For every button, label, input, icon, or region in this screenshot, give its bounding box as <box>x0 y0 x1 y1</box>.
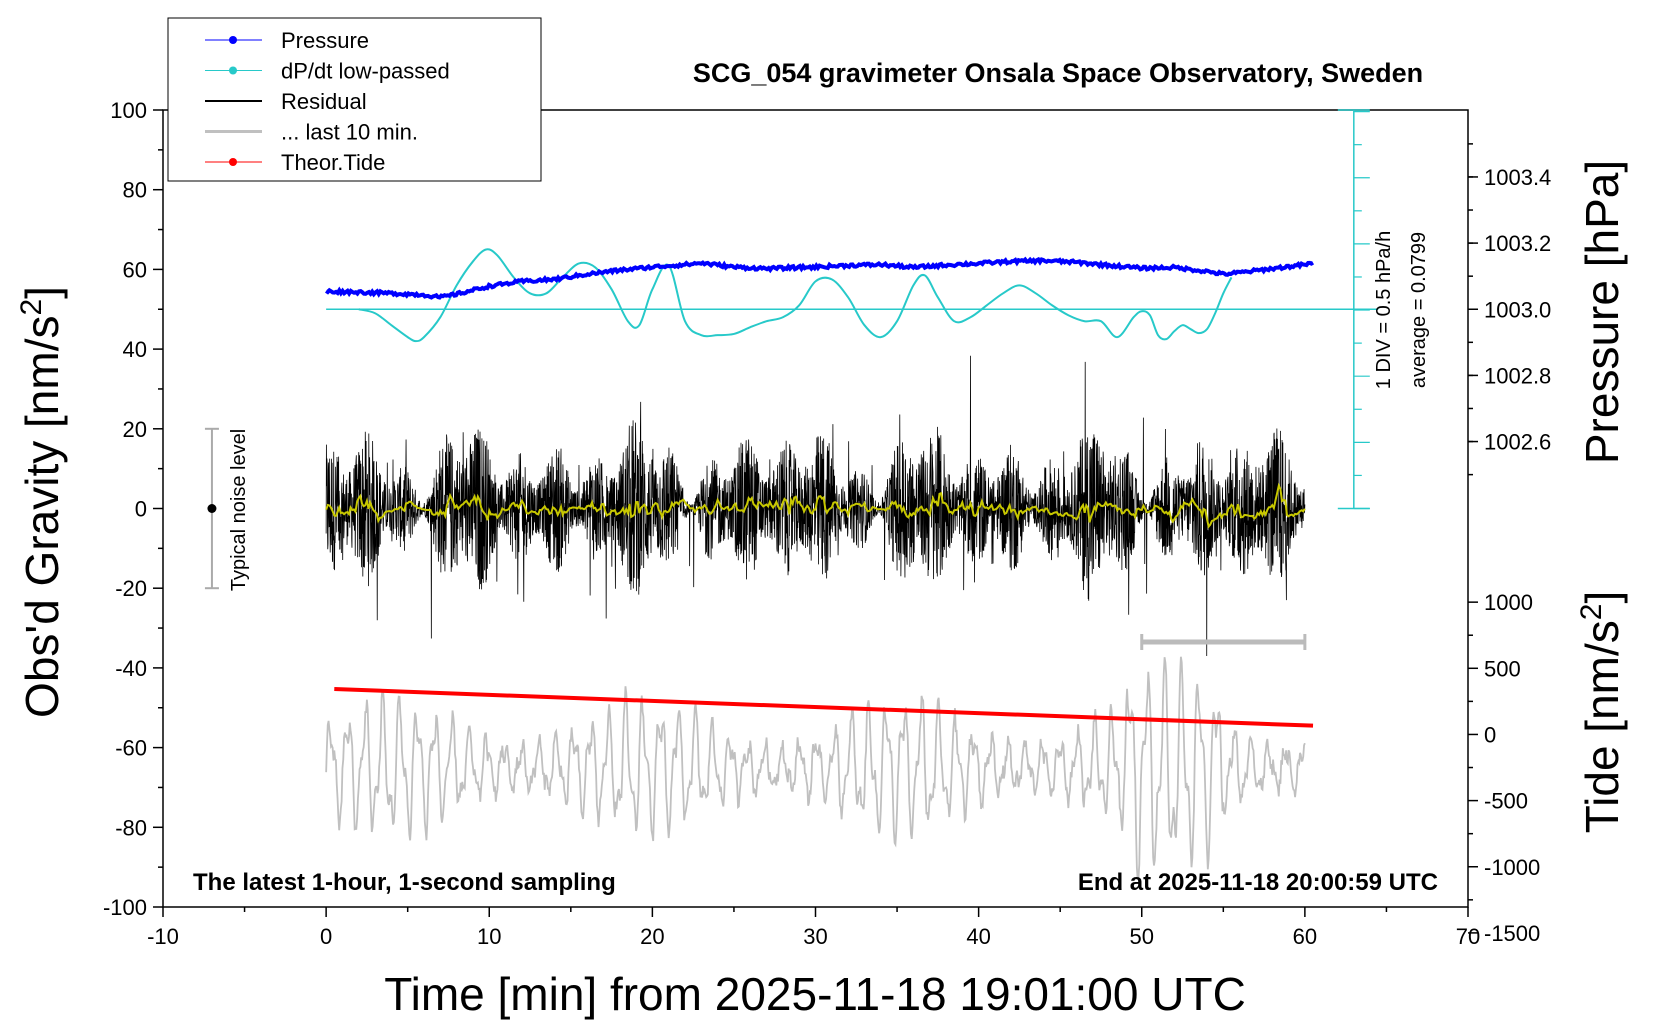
legend-box <box>167 17 542 182</box>
chart-title: SCG_054 gravimeter Onsala Space Observat… <box>693 58 1423 88</box>
legend-marker <box>229 66 237 75</box>
residual-series <box>325 355 1306 656</box>
pressure-axis-ticks: 1003.4 1003.2 1003.0 1002.8 1002.6 <box>1468 143 1551 476</box>
x-tick-label: -10 <box>147 924 179 949</box>
legend: Pressure dP/dt low-passed Residual ... last… <box>167 17 542 182</box>
y-tick-label: 0 <box>135 497 147 522</box>
last-10-min-bar <box>1140 633 1307 650</box>
y-tick-label: -100 <box>103 895 147 920</box>
pressure-tick-label: 1002.6 <box>1484 430 1551 455</box>
x-tick-label: 30 <box>803 924 827 949</box>
x-axis-label: Time [min] from 2025-11-18 19:01:00 UTC <box>384 968 1246 1020</box>
y-tick-label: -40 <box>115 656 147 681</box>
pressure-series <box>325 256 1315 300</box>
y-tick-label: 20 <box>123 417 147 442</box>
noise-level-label: Typical noise level <box>228 429 250 591</box>
sampling-annotation: The latest 1-hour, 1-second sampling <box>193 869 616 896</box>
y-tick-label: 40 <box>123 337 147 362</box>
legend-marker <box>229 36 237 44</box>
tide-axis-label: Tide [nm/s2] <box>1575 591 1628 834</box>
residual-line <box>325 355 1306 656</box>
pressure-tick-label: 1003.0 <box>1484 297 1551 322</box>
div-scale-label: 1 DIV = 0.5 hPa/h <box>1373 231 1395 389</box>
y-tick-label: 100 <box>110 98 147 123</box>
div-scale-bar <box>1337 109 1370 510</box>
tide-axis-ticks: 1000 500 0 -500 -1000 -1500 <box>1468 590 1540 946</box>
average-label: average = 0.0799 <box>1408 232 1430 388</box>
x-tick-label: 0 <box>320 924 332 949</box>
y-axis-ticks: -100 -80 -60 -40 -20 0 20 40 60 80 100 <box>103 98 163 920</box>
pressure-tick-label: 1002.8 <box>1484 363 1551 388</box>
legend-label: Pressure <box>281 28 369 53</box>
tide-tick-label: -1500 <box>1484 921 1540 946</box>
last-10-min-line <box>325 656 1306 880</box>
legend-label: dP/dt low-passed <box>281 59 450 84</box>
y-tick-label: -60 <box>115 736 147 761</box>
tide-tick-label: 500 <box>1484 656 1521 681</box>
legend-label: Residual <box>281 89 367 114</box>
tide-tick-label: -1000 <box>1484 855 1540 880</box>
x-tick-label: 10 <box>477 924 501 949</box>
dpdt-series <box>326 248 1379 343</box>
y-tick-label: -20 <box>115 576 147 601</box>
legend-label: ... last 10 min. <box>281 120 418 145</box>
pressure-tick-label: 1003.2 <box>1484 231 1551 256</box>
y-tick-label: 60 <box>123 257 147 282</box>
x-tick-label: 20 <box>640 924 664 949</box>
noise-bar-center-dot <box>207 504 217 513</box>
last-10-min-series <box>325 656 1306 880</box>
end-time-annotation: End at 2025-11-18 20:00:59 UTC <box>1078 869 1438 896</box>
pressure-tick-label: 1003.4 <box>1484 165 1551 190</box>
residual-smoothed-series <box>325 482 1306 529</box>
x-tick-label: 40 <box>966 924 990 949</box>
dpdt-line <box>358 248 1233 343</box>
legend-marker <box>229 158 237 166</box>
y-tick-label: -80 <box>115 815 147 840</box>
residual-smoothed-line <box>325 482 1306 529</box>
y-tick-label: 80 <box>123 178 147 203</box>
left-y-axis-label: Obs'd Gravity [nm/s2] <box>15 286 68 718</box>
tide-tick-label: 1000 <box>1484 590 1533 615</box>
tide-line <box>334 687 1314 728</box>
x-tick-label: 50 <box>1130 924 1154 949</box>
pressure-axis-label: Pressure [hPa] <box>1576 160 1628 464</box>
tide-tick-label: 0 <box>1484 722 1496 747</box>
pressure-line <box>325 256 1315 300</box>
noise-level-bar <box>204 427 219 590</box>
x-axis-ticks: -10 0 10 20 30 40 50 60 70 <box>147 907 1480 949</box>
legend-label: Theor.Tide <box>281 150 385 175</box>
tide-tick-label: -500 <box>1484 789 1528 814</box>
x-tick-label: 60 <box>1293 924 1317 949</box>
theoretical-tide-series <box>334 687 1314 728</box>
x-tick-label: 70 <box>1456 924 1480 949</box>
